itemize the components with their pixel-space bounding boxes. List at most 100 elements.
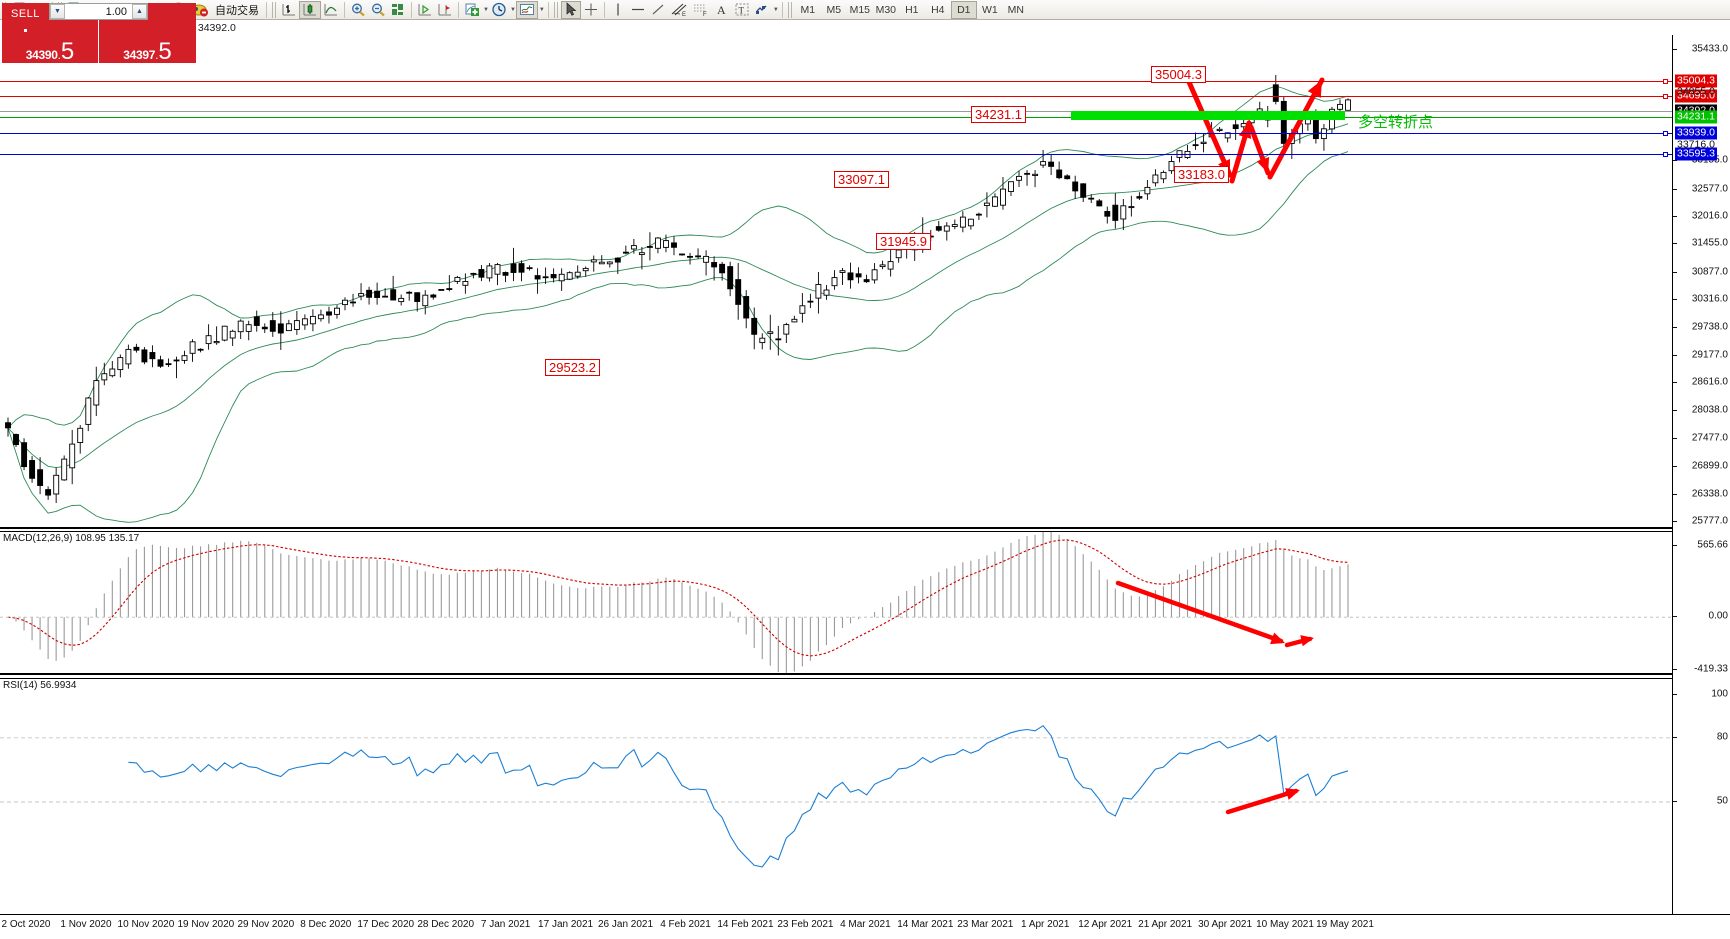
candle bbox=[655, 237, 661, 254]
zoom-out-icon[interactable] bbox=[368, 1, 388, 19]
annotation-34231[interactable]: 34231.1 bbox=[971, 106, 1026, 123]
svg-text:E: E bbox=[682, 12, 686, 17]
volume-increment-button[interactable]: ▲ bbox=[132, 4, 147, 19]
candle bbox=[1280, 97, 1287, 149]
price-badge-blue-line[interactable]: 33595.3 bbox=[1675, 147, 1717, 161]
candle bbox=[967, 218, 974, 230]
annotation-33183[interactable]: 33183.0 bbox=[1174, 166, 1229, 183]
candle bbox=[943, 222, 950, 241]
toolbar-grip[interactable] bbox=[553, 1, 559, 18]
price-badge-red-line[interactable]: 35004.3 bbox=[1675, 74, 1717, 88]
price-badge-plain[interactable]: 34855.0 bbox=[1677, 85, 1715, 98]
candle bbox=[213, 326, 220, 345]
text-label-icon[interactable]: T bbox=[732, 1, 752, 19]
candle bbox=[1200, 133, 1207, 153]
price-axis[interactable]: 35433.033155.032577.032016.031455.030877… bbox=[1672, 35, 1730, 914]
price-badge-green-line[interactable]: 34231.1 bbox=[1675, 110, 1717, 124]
candle bbox=[598, 255, 605, 265]
price-axis-label: 26899.0 bbox=[1691, 460, 1728, 472]
green-support-zone[interactable] bbox=[1071, 111, 1345, 120]
candle bbox=[871, 263, 878, 284]
axis-tick bbox=[1673, 243, 1677, 244]
price-badge-red-line[interactable]: 34695.0 bbox=[1675, 89, 1717, 103]
rsi-chart-svg bbox=[0, 724, 1672, 868]
time-axis-label: 14 Mar 2021 bbox=[897, 919, 954, 930]
candle bbox=[77, 425, 84, 454]
chart-shift-icon[interactable] bbox=[388, 1, 408, 19]
price-badge-blue-line[interactable]: 33939.0 bbox=[1675, 126, 1717, 140]
support-line-34231[interactable] bbox=[0, 117, 1672, 118]
toolbar-grip[interactable] bbox=[787, 1, 793, 18]
candle bbox=[775, 325, 782, 356]
candle bbox=[1232, 117, 1239, 140]
annotation-29523[interactable]: 29523.2 bbox=[545, 359, 600, 376]
fibonacci-icon[interactable]: F bbox=[690, 1, 712, 19]
candle bbox=[430, 293, 437, 300]
crosshair-icon[interactable] bbox=[581, 1, 601, 19]
timeframe-d1[interactable]: D1 bbox=[950, 0, 977, 19]
candle bbox=[189, 339, 196, 362]
candle bbox=[221, 325, 228, 342]
cursor-icon[interactable] bbox=[560, 0, 581, 19]
candle-chart-icon[interactable] bbox=[299, 0, 321, 19]
chevron-down-icon[interactable]: ▼ bbox=[509, 6, 516, 13]
timeframe-h1[interactable]: H1 bbox=[905, 3, 919, 16]
volume-value[interactable]: 1.00 bbox=[105, 5, 127, 18]
chart-shift-end-icon[interactable] bbox=[435, 1, 455, 19]
timeframe-m1[interactable]: M1 bbox=[800, 3, 816, 16]
timeframe-m15[interactable]: M15 bbox=[849, 3, 871, 16]
support-line-33939[interactable] bbox=[0, 133, 1672, 134]
rsi-pane[interactable]: RSI(14) 56.9934 bbox=[0, 678, 1672, 914]
timeframe-mn[interactable]: MN bbox=[1007, 3, 1024, 16]
support-line-33595[interactable] bbox=[0, 154, 1672, 155]
shapes-icon[interactable] bbox=[752, 1, 772, 19]
volume-stepper[interactable]: ▼ 1.00 ▲ bbox=[49, 3, 148, 20]
autotrading-label[interactable]: 自动交易 bbox=[215, 4, 259, 17]
timeframe-m5[interactable]: M5 bbox=[826, 3, 842, 16]
add-indicator-icon[interactable] bbox=[462, 1, 482, 19]
timeframe-h4[interactable]: H4 bbox=[931, 3, 945, 16]
candle bbox=[791, 315, 798, 323]
resistance-line-35004[interactable] bbox=[0, 81, 1672, 82]
candle bbox=[1136, 192, 1143, 201]
templates-icon[interactable] bbox=[515, 0, 538, 19]
timeframe-m30[interactable]: M30 bbox=[875, 3, 897, 16]
candle bbox=[398, 294, 405, 306]
candle bbox=[992, 193, 998, 207]
candle bbox=[847, 262, 854, 289]
chevron-down-icon[interactable]: ▼ bbox=[483, 6, 489, 13]
period-clock-icon[interactable] bbox=[489, 1, 509, 19]
chinese-annotation-note[interactable]: 多空转折点 bbox=[1358, 114, 1434, 131]
zoom-in-icon[interactable] bbox=[348, 1, 368, 19]
vertical-line-icon[interactable] bbox=[608, 1, 628, 19]
resistance-line-34695[interactable] bbox=[0, 96, 1672, 97]
volume-decrement-button[interactable]: ▼ bbox=[50, 4, 65, 19]
price-chart-svg bbox=[5, 75, 1351, 523]
macd-pane[interactable]: MACD(12,26,9) 108.95 135.17 bbox=[0, 531, 1672, 675]
toolbar-grip[interactable] bbox=[272, 1, 277, 18]
candle bbox=[422, 290, 429, 315]
annotation-33097[interactable]: 33097.1 bbox=[834, 171, 889, 188]
bar-chart-icon[interactable] bbox=[279, 1, 299, 19]
candle bbox=[1056, 161, 1063, 180]
timeframe-w1[interactable]: W1 bbox=[981, 3, 998, 16]
annotation-35004[interactable]: 35004.3 bbox=[1151, 66, 1206, 83]
equidistant-channel-icon[interactable]: E bbox=[668, 1, 690, 19]
price-axis-label: 32577.0 bbox=[1691, 183, 1728, 195]
text-icon[interactable]: A bbox=[712, 1, 732, 19]
chevron-down-icon[interactable]: ▼ bbox=[772, 6, 779, 13]
axis-tick bbox=[1673, 410, 1677, 411]
candle bbox=[1128, 195, 1135, 217]
price-badge-plain[interactable]: 33716.0 bbox=[1677, 138, 1715, 151]
chart-area[interactable]: 35004.3 34231.1 33183.0 33097.1 31945.9 … bbox=[0, 35, 1730, 939]
price-pane[interactable]: 35004.3 34231.1 33183.0 33097.1 31945.9 … bbox=[0, 35, 1672, 529]
line-chart-icon[interactable] bbox=[321, 1, 341, 19]
candle bbox=[590, 255, 597, 272]
trendline-icon[interactable] bbox=[648, 1, 668, 19]
auto-scroll-icon[interactable] bbox=[415, 1, 435, 19]
toolbar-separator bbox=[547, 1, 549, 18]
time-axis[interactable]: 2 Oct 2020 1 Nov 2020 10 Nov 2020 19 Nov 20… bbox=[0, 914, 1730, 939]
annotation-31945[interactable]: 31945.9 bbox=[876, 233, 931, 250]
horizontal-line-icon[interactable] bbox=[628, 1, 648, 19]
chevron-down-icon[interactable]: ▼ bbox=[538, 6, 545, 13]
